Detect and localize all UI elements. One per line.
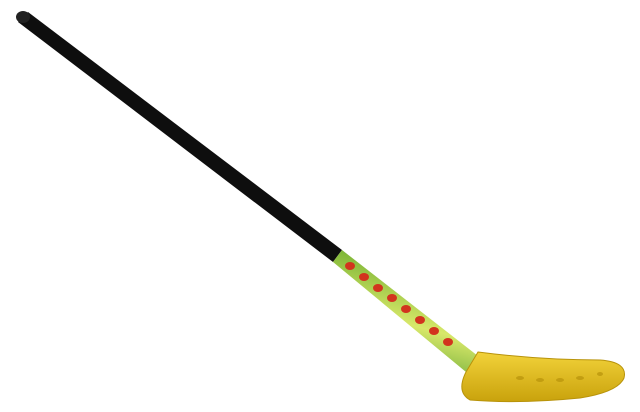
stick-blade — [461, 351, 625, 403]
blade-holes — [516, 372, 603, 382]
stick-lettering — [345, 262, 453, 346]
stick-end-cap — [16, 11, 30, 23]
stick-shaft — [18, 12, 342, 262]
